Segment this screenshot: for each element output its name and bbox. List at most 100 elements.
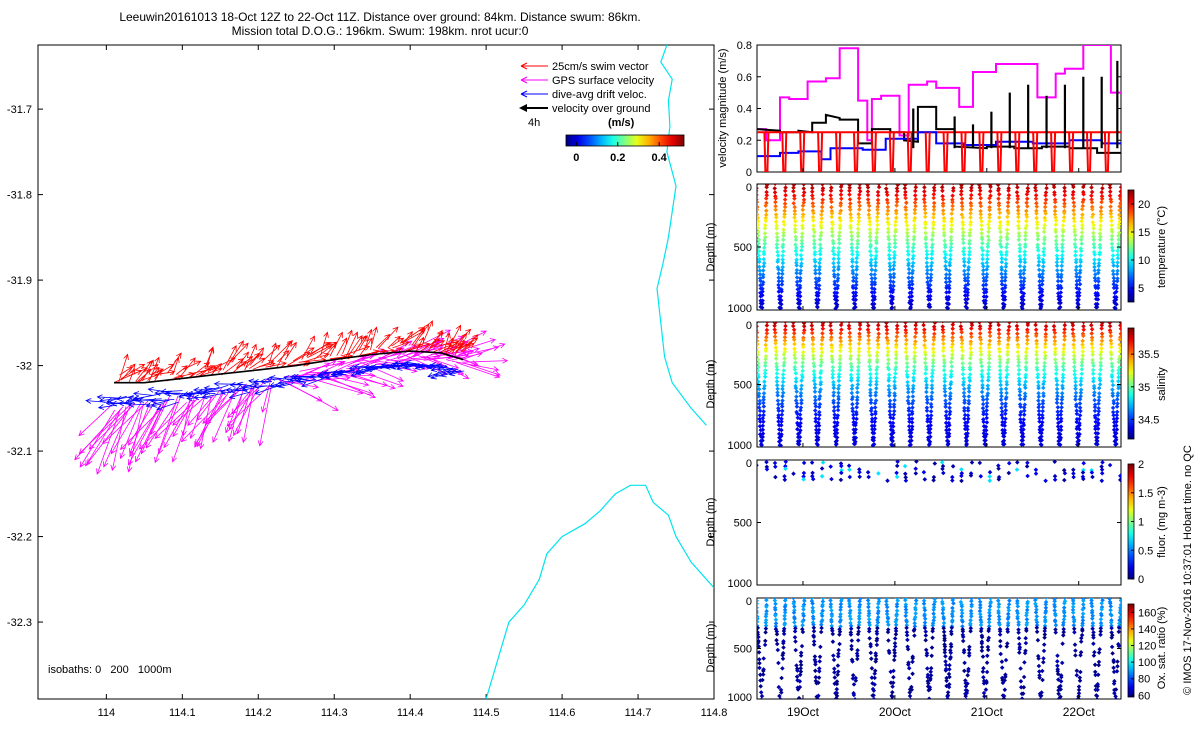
temperature-point [782, 214, 787, 220]
temperature-point [774, 215, 779, 220]
oxygen-point [757, 625, 761, 631]
velocity-vectors [74, 320, 509, 475]
oxygen-point [1018, 666, 1023, 671]
oxygen-point [811, 634, 817, 640]
salinity-point [1097, 382, 1103, 387]
swim-vector [138, 368, 152, 383]
swim-vector [284, 341, 297, 361]
salinity-point [908, 430, 914, 436]
swim-speed-spike [996, 132, 1003, 172]
salinity-point [799, 378, 804, 383]
temperature-point [839, 196, 844, 202]
salinity-point [964, 441, 969, 447]
temperature-point [885, 192, 890, 198]
temperature-point [757, 268, 763, 273]
salinity-point [1078, 387, 1084, 392]
temperature-point [1079, 230, 1085, 235]
temperature-point [905, 257, 911, 262]
oxygen-point [837, 641, 842, 647]
salinity-point [891, 404, 897, 410]
map-cb-tick-label: 0.2 [610, 152, 625, 164]
temperature-point [980, 241, 985, 246]
velocity-series-2 [757, 105, 1121, 154]
oxygen-point [757, 650, 762, 655]
oxygen-point [943, 662, 949, 668]
salinity-point [1091, 363, 1096, 368]
salinity-point [780, 379, 786, 385]
temperature-point [1040, 275, 1045, 280]
gps-vector [456, 362, 501, 379]
salinity-point [1077, 426, 1082, 432]
salinity-point [1036, 385, 1041, 391]
oxygen-point [772, 598, 777, 601]
salinity-point [849, 396, 855, 402]
temperature-point [943, 279, 949, 285]
salinity-point [1003, 386, 1009, 392]
salinity-point [868, 387, 873, 393]
fluorescence-point [1015, 460, 1020, 465]
temperature-point [984, 267, 989, 272]
salinity-point [1090, 349, 1095, 354]
oxygen-point [866, 604, 871, 610]
oxygen-point [894, 601, 900, 607]
salinity-point [925, 419, 930, 424]
map-xtick-label: 114.3 [321, 707, 348, 719]
salinity-point [968, 352, 974, 357]
salinity-point [757, 335, 760, 340]
temperature-point [847, 184, 852, 188]
salinity-point [961, 386, 967, 392]
salinity-point [1033, 322, 1038, 328]
temperature-point [913, 203, 918, 209]
salinity-point [909, 434, 914, 439]
salinity-point [798, 393, 804, 399]
temperature-point [1006, 184, 1012, 187]
salinity-point [1006, 324, 1012, 329]
oxygen-cb-tick-label: 160 [1138, 607, 1156, 619]
salinity-point [1054, 378, 1060, 384]
oxygen-point [816, 675, 822, 680]
temperature-point [872, 290, 877, 295]
oxygen-point [981, 675, 986, 680]
temperature-point [794, 275, 800, 280]
salinity-point [834, 435, 840, 440]
oxygen-point [869, 656, 874, 661]
oxygen-point [1108, 620, 1114, 625]
oxygen-point [1098, 632, 1103, 637]
salinity-point [837, 364, 843, 370]
oxygen-point [903, 604, 908, 609]
salinity-point [831, 379, 836, 385]
salinity-point [885, 352, 890, 358]
oxygen-point [798, 653, 804, 658]
oxygen-point [1080, 623, 1085, 628]
temperature-point [817, 264, 822, 270]
gps-vector [189, 394, 206, 440]
drift-vector [213, 381, 240, 387]
salinity-point [800, 368, 805, 374]
oxygen-point [846, 598, 852, 604]
salinity-point [1060, 356, 1066, 362]
fluorescence-point [847, 467, 852, 472]
temperature-point [817, 237, 823, 242]
fluorescence-cb-tick-label: 1.5 [1138, 488, 1153, 500]
salinity-point [1061, 346, 1067, 352]
temperature-point [888, 275, 893, 280]
salinity-point [757, 391, 762, 396]
fluorescence-point [757, 463, 759, 468]
temperature-point [1040, 268, 1046, 273]
temperature-point [1021, 276, 1027, 281]
oxygen-point [793, 647, 798, 653]
oxygen-point [773, 613, 778, 618]
temperature-point [797, 301, 803, 307]
salinity-point [941, 353, 946, 359]
temperature-point [1016, 233, 1022, 239]
salinity-point [812, 408, 818, 413]
temperature-point [892, 241, 898, 246]
temperature-point [1073, 259, 1079, 265]
swim-speed-spike [781, 132, 788, 172]
gps-vector [86, 406, 132, 465]
salinity-point [1074, 411, 1080, 417]
profile-panels: 0500100051015200500100034.53535.50500100… [728, 182, 1160, 704]
temperature-depth-label: Depth (m) [705, 223, 717, 272]
temperature-point [836, 237, 842, 242]
